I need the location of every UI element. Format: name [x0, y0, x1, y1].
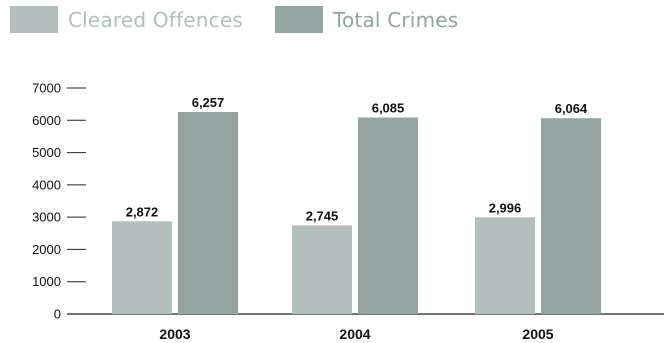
bar-cleared-offences-2004: [292, 225, 352, 314]
y-tick-label: 7000: [32, 81, 61, 96]
legend-swatch-cleared-offences: [10, 6, 58, 33]
data-label: 6,085: [372, 101, 405, 116]
y-tick-label: 2000: [32, 242, 61, 257]
data-label: 2,745: [306, 208, 339, 223]
bar-cleared-offences-2005: [475, 217, 535, 314]
x-category-label: 2004: [339, 326, 370, 342]
bar-total-crimes-2004: [358, 117, 418, 314]
data-label: 2,996: [489, 200, 522, 215]
y-tick-label: 0: [54, 307, 61, 322]
x-category-label: 2005: [522, 326, 553, 342]
y-tick-label: 6000: [32, 113, 61, 128]
legend-label-total-crimes: Total Crimes: [332, 7, 459, 32]
legend-swatch-total-crimes: [274, 6, 323, 33]
x-category-label: 2003: [159, 326, 190, 342]
data-label: 2,872: [126, 204, 159, 219]
chart-legend: Cleared Offences Total Crimes: [10, 6, 490, 33]
bar-total-crimes-2003: [178, 111, 238, 315]
bar-cleared-offences-2003: [112, 221, 172, 314]
legend-label-cleared-offences: Cleared Offences: [68, 7, 243, 32]
y-tick-label: 4000: [32, 177, 61, 192]
data-label: 6,064: [555, 101, 588, 116]
y-tick-label: 5000: [32, 145, 61, 160]
legend-item-total-crimes: Total Crimes: [274, 6, 459, 33]
legend-item-cleared-offences: Cleared Offences: [10, 6, 243, 33]
data-label: 6,257: [192, 95, 225, 110]
y-tick-label: 3000: [32, 210, 61, 225]
bar-total-crimes-2005: [541, 118, 601, 315]
y-tick-label: 1000: [32, 274, 61, 289]
